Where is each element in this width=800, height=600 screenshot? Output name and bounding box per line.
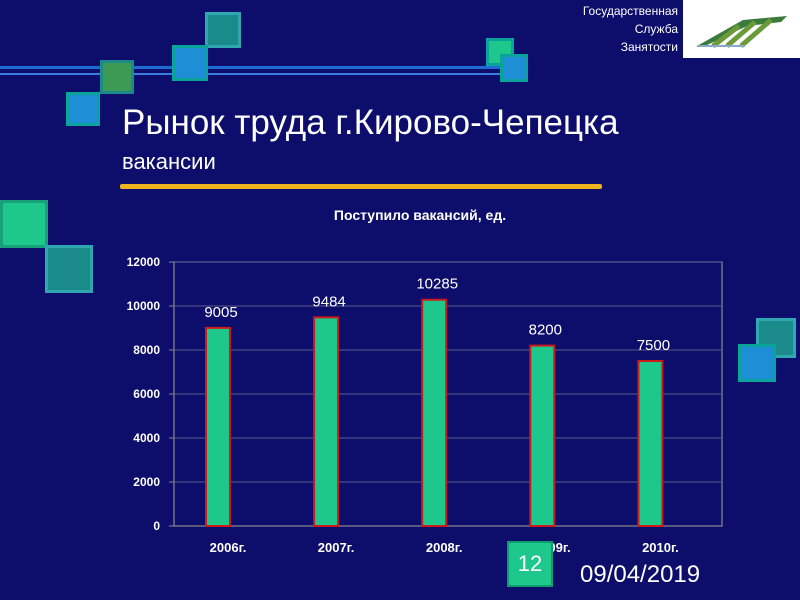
y-tick-label: 12000	[127, 255, 161, 269]
page-subtitle: вакансии	[122, 149, 216, 174]
organization-name-line-1: Государственная	[582, 4, 678, 18]
y-tick-label: 2000	[133, 475, 160, 489]
slide-date: 09/04/2019	[580, 561, 701, 588]
page-title: Рынок труда г.Кирово-Чепецка	[122, 103, 619, 142]
bar	[313, 316, 340, 527]
decorative-square	[66, 92, 100, 126]
decorative-line-top	[0, 66, 520, 69]
organization-name-line-2: Служба	[634, 22, 678, 36]
bar	[421, 298, 448, 528]
decorative-square	[45, 245, 93, 293]
x-tick-label: 2006г.	[210, 540, 247, 555]
y-tick-label: 10000	[127, 299, 161, 313]
bar	[205, 326, 231, 528]
decorative-square	[738, 344, 776, 382]
title-underline	[120, 184, 602, 189]
y-tick-label: 6000	[133, 387, 160, 401]
data-label: 8200	[529, 322, 562, 339]
decorative-line-top-2	[0, 73, 520, 75]
y-tick-label: 0	[153, 519, 160, 533]
decorative-square	[172, 45, 208, 81]
x-tick-label: 2007г.	[318, 540, 355, 555]
slide-number: 12	[507, 541, 553, 587]
logo-emblem-icon	[697, 16, 787, 48]
x-tick-label: 2008г.	[426, 540, 463, 555]
decorative-square	[0, 200, 48, 248]
organization-name: Государственная Служба Занятости	[518, 2, 678, 56]
chart-title: Поступило вакансий, ед.	[333, 207, 507, 223]
logo	[683, 0, 800, 58]
data-label: 10285	[416, 276, 458, 293]
x-tick-label: 2010г.	[642, 540, 679, 555]
bar	[637, 360, 664, 527]
data-label: 9005	[204, 304, 237, 321]
decorative-square	[100, 60, 134, 94]
organization-block: Государственная Служба Занятости	[548, 0, 800, 60]
bar	[529, 344, 556, 527]
organization-name-line-3: Занятости	[620, 40, 678, 54]
decorative-square	[756, 318, 796, 358]
y-tick-label: 8000	[133, 343, 160, 357]
data-label: 9484	[312, 293, 345, 310]
decorative-square	[500, 54, 528, 82]
decorative-square	[205, 12, 241, 48]
data-label: 7500	[637, 337, 670, 354]
y-tick-label: 4000	[133, 431, 160, 445]
